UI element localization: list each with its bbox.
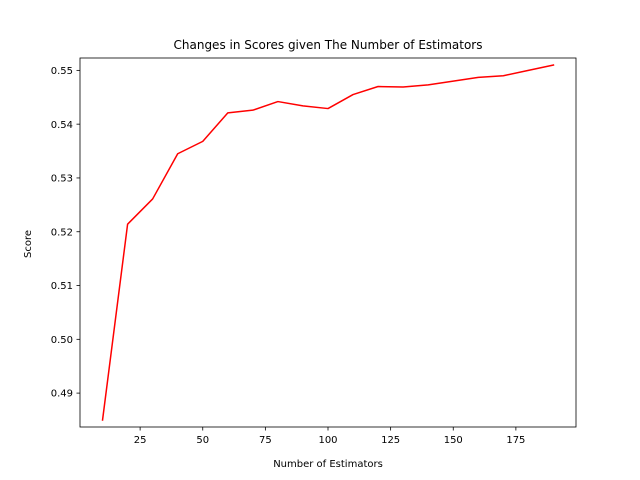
y-tick-label: 0.52 <box>51 227 73 238</box>
x-tick-label: 150 <box>444 435 463 446</box>
x-tick-label: 75 <box>259 435 272 446</box>
y-axis-label: Score <box>23 230 34 258</box>
x-axis-label: Number of Estimators <box>273 459 383 470</box>
x-tick-label: 100 <box>318 435 337 446</box>
x-tick-label: 125 <box>381 435 400 446</box>
y-tick-label: 0.49 <box>51 389 73 400</box>
x-tick-label: 175 <box>506 435 525 446</box>
y-tick-label: 0.54 <box>51 120 73 131</box>
x-tick-label: 50 <box>196 435 209 446</box>
chart-title: Changes in Scores given The Number of Es… <box>174 38 483 52</box>
y-tick-label: 0.55 <box>51 66 73 77</box>
y-tick-label: 0.53 <box>51 174 73 185</box>
x-tick-label: 25 <box>134 435 147 446</box>
y-tick-label: 0.51 <box>51 281 73 292</box>
plot-area: 25 50 75 100 125 150 175 0.49 0.50 0.51 0.52 0.53 0.… <box>51 57 577 446</box>
series-line-0 <box>101 64 555 421</box>
y-tick-label: 0.50 <box>51 335 73 346</box>
